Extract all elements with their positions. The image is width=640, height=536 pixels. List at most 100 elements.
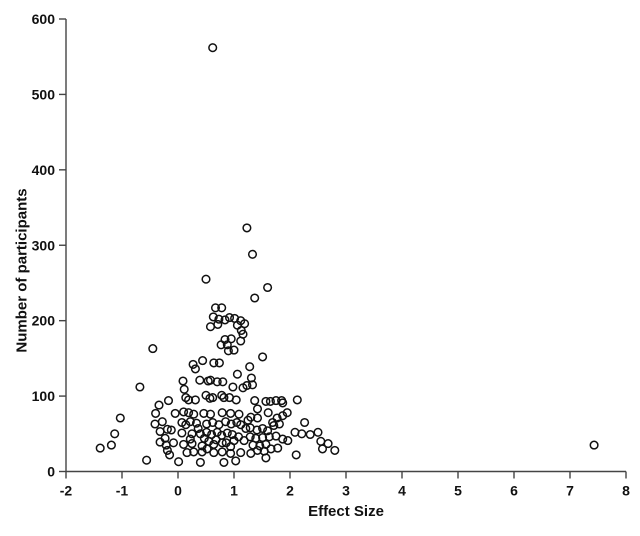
data-point: [184, 408, 194, 418]
data-point: [210, 303, 221, 313]
data-point: [202, 444, 212, 454]
y-tick-label: 300: [32, 237, 56, 253]
data-point: [188, 359, 198, 369]
data-point: [209, 358, 219, 368]
x-tick-label: 1: [230, 483, 238, 499]
data-point: [217, 438, 227, 448]
data-point: [278, 434, 288, 444]
data-point: [184, 395, 194, 405]
x-tick-label: 5: [454, 483, 462, 499]
data-point: [190, 395, 200, 405]
x-tick-label: 6: [510, 483, 518, 499]
data-point: [165, 450, 175, 460]
data-point: [217, 447, 227, 457]
x-tick-label: 7: [566, 483, 574, 499]
data-point: [195, 375, 205, 385]
data-point: [245, 432, 255, 442]
data-point: [291, 450, 301, 460]
data-point: [179, 384, 189, 394]
data-point: [154, 400, 164, 410]
data-point: [292, 395, 302, 405]
data-point: [232, 369, 242, 379]
data-point: [589, 440, 599, 450]
x-tick-label: 0: [174, 483, 182, 499]
data-point: [234, 409, 244, 419]
data-point: [226, 419, 236, 429]
data-point: [220, 315, 230, 325]
data-point: [166, 425, 176, 435]
y-tick-label: 500: [32, 86, 56, 102]
data-point: [199, 408, 209, 418]
data-point: [226, 448, 236, 458]
x-tick-label: 3: [342, 483, 350, 499]
data-point: [316, 436, 326, 446]
data-point: [236, 448, 246, 458]
data-point: [228, 382, 238, 392]
data-point: [263, 408, 273, 418]
data-point: [264, 432, 274, 442]
data-point: [214, 358, 224, 368]
data-point: [269, 420, 279, 431]
data-point: [199, 433, 209, 443]
data-point: [142, 455, 152, 465]
data-point: [222, 428, 232, 438]
data-point: [231, 456, 241, 466]
data-point: [273, 443, 283, 453]
data-point: [255, 441, 265, 451]
data-point: [177, 428, 187, 438]
data-point: [190, 364, 200, 374]
data-point: [181, 420, 191, 430]
data-point: [209, 448, 219, 458]
data-point: [242, 223, 252, 233]
data-point: [323, 439, 333, 449]
data-point: [219, 393, 229, 403]
data-point: [252, 445, 263, 455]
x-tick-label: 8: [622, 483, 630, 499]
data-point: [155, 426, 165, 437]
data-point: [274, 419, 284, 429]
data-point: [282, 408, 292, 418]
y-axis-title: Number of participants: [13, 188, 31, 353]
data-point: [231, 395, 241, 405]
data-point: [187, 429, 197, 439]
data-point: [313, 427, 323, 437]
data-point: [205, 322, 216, 332]
data-point: [220, 334, 230, 345]
x-tick-label: -1: [116, 483, 129, 499]
data-point: [247, 249, 258, 259]
data-point: [95, 443, 105, 453]
data-point: [179, 439, 189, 449]
data-point: [263, 282, 273, 293]
data-point: [135, 382, 145, 392]
data-point: [148, 344, 158, 354]
x-tick-label: -2: [60, 483, 73, 499]
data-point: [162, 424, 172, 434]
data-point: [219, 457, 229, 467]
data-point: [205, 409, 216, 419]
data-point: [185, 434, 195, 444]
data-point: [208, 393, 218, 403]
data-point: [283, 436, 293, 446]
data-point: [214, 314, 224, 324]
data-point: [223, 346, 233, 356]
y-tick-label: 600: [32, 11, 56, 27]
data-point: [250, 293, 260, 303]
data-point: [208, 312, 218, 322]
data-point: [330, 445, 340, 455]
data-point: [217, 303, 227, 313]
x-tick-label: 4: [398, 483, 406, 499]
data-point: [217, 390, 227, 400]
data-point: [250, 396, 260, 406]
data-point: [151, 408, 161, 418]
data-point: [157, 417, 167, 427]
data-point: [202, 427, 212, 437]
data-point: [300, 417, 310, 428]
data-point: [252, 413, 263, 423]
data-point: [150, 419, 160, 429]
y-tick-label: 0: [47, 464, 55, 480]
data-point: [297, 429, 307, 439]
data-point: [272, 413, 282, 423]
data-point: [266, 444, 276, 454]
data-point: [263, 426, 273, 436]
